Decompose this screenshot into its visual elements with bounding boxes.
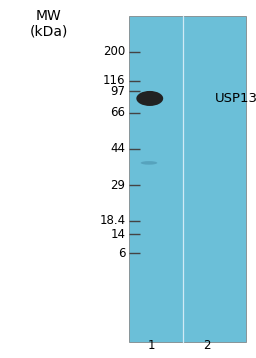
Bar	[129, 16, 246, 342]
Text: 6: 6	[118, 247, 125, 260]
Text: 97: 97	[110, 85, 125, 98]
Text: 2: 2	[204, 339, 211, 352]
Text: 116: 116	[103, 74, 125, 87]
Text: MW
(kDa): MW (kDa)	[29, 9, 68, 38]
Ellipse shape	[141, 161, 157, 165]
Text: 200: 200	[103, 45, 125, 58]
Text: 14: 14	[110, 228, 125, 241]
Text: 18.4: 18.4	[99, 214, 125, 227]
Text: 44: 44	[110, 142, 125, 155]
Ellipse shape	[136, 91, 163, 106]
Text: 1: 1	[147, 339, 155, 352]
Text: 29: 29	[110, 179, 125, 192]
Text: 66: 66	[110, 106, 125, 119]
Text: USP13: USP13	[215, 92, 256, 105]
